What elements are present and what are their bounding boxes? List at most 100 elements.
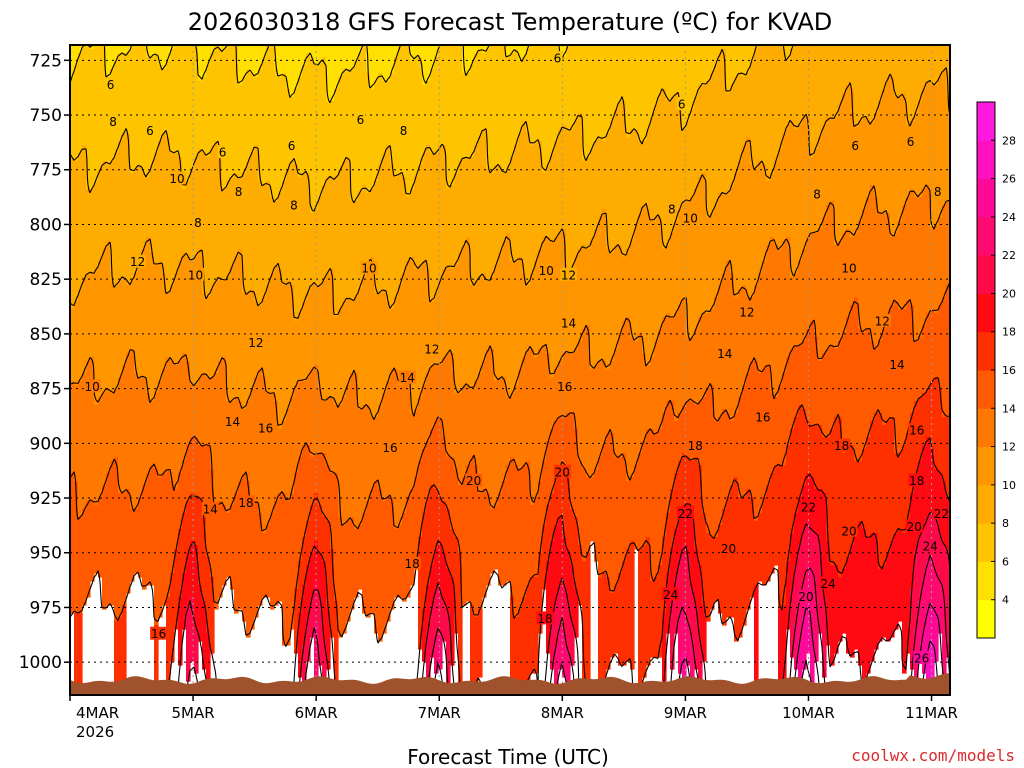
color-band-cell [474, 145, 479, 282]
contour-label: 14 [717, 347, 732, 361]
color-band-cell [410, 61, 415, 190]
color-band-cell [366, 73, 371, 194]
color-band-cell [846, 45, 851, 86]
color-band-cell [410, 413, 415, 490]
color-band-cell [374, 81, 379, 182]
color-band-cell [430, 605, 435, 658]
color-band-cell [326, 177, 331, 274]
color-band-cell [946, 497, 950, 554]
color-band-cell [302, 65, 307, 174]
color-band-cell [366, 501, 371, 618]
color-band-cell [638, 453, 643, 550]
color-band-cell [242, 77, 247, 174]
color-band-cell [690, 197, 695, 338]
color-band-cell [618, 45, 623, 102]
color-band-cell [822, 217, 827, 354]
color-band-cell [366, 193, 371, 266]
color-band-cell [650, 221, 655, 358]
color-band-cell [602, 45, 607, 142]
x-tick-label: 6MAR [295, 704, 338, 722]
credit-text[interactable]: coolwx.com/models [851, 746, 1015, 765]
color-band-cell [218, 277, 223, 362]
color-band-cell [282, 181, 287, 286]
colorbar-swatch [977, 140, 995, 180]
color-band-cell [74, 301, 79, 386]
color-band-cell [802, 617, 807, 670]
color-band-cell [854, 125, 859, 234]
color-band-cell [298, 381, 303, 458]
color-band-cell [634, 45, 639, 130]
color-band-cell [670, 233, 675, 318]
color-band-cell [434, 57, 439, 154]
color-band-cell [642, 545, 647, 678]
color-band-cell [674, 473, 679, 530]
color-band-cell [726, 193, 731, 262]
color-band-cell [190, 437, 195, 494]
color-band-cell [70, 381, 75, 474]
color-band-cell [426, 497, 431, 586]
contour-label-bg [905, 134, 916, 148]
color-band-cell [110, 393, 115, 462]
color-band-cell [190, 261, 195, 386]
color-band-cell [466, 237, 471, 386]
color-band-cell [318, 197, 323, 286]
color-band-cell [74, 613, 79, 694]
color-band-cell [106, 165, 111, 242]
color-band-cell [550, 493, 555, 542]
color-band-cell [382, 81, 387, 154]
color-band-cell [578, 341, 583, 462]
contour-label-bg [83, 379, 101, 393]
y-tick-label: 825 [30, 270, 62, 290]
color-band-cell [278, 77, 283, 194]
color-band-cell [942, 597, 947, 682]
color-band-cell [658, 429, 663, 566]
color-band-cell [166, 137, 171, 294]
color-band-cell [554, 477, 559, 526]
color-band-cell [554, 645, 559, 694]
color-band-cell [490, 277, 495, 350]
colorbar-swatch [977, 446, 995, 486]
color-band-cell [394, 57, 399, 178]
color-band-cell [786, 125, 791, 238]
color-band-cell [854, 45, 859, 126]
color-band-cell [738, 397, 743, 498]
color-band-cell [482, 129, 487, 274]
color-band-cell [146, 57, 151, 178]
color-band-cell [346, 297, 351, 386]
color-band-cell [574, 121, 579, 258]
color-band-cell [330, 269, 335, 398]
color-band-cell [598, 577, 603, 694]
contour-label: 10 [188, 268, 203, 282]
color-band-cell [830, 117, 835, 202]
color-band-cell [174, 549, 179, 630]
contour-label: 16 [909, 424, 924, 438]
color-band-cell [778, 249, 783, 386]
color-band-cell [674, 529, 679, 578]
color-band-cell [582, 561, 587, 682]
contour-label-bg [360, 261, 378, 275]
color-band-cell [330, 473, 335, 550]
color-band-cell [546, 353, 551, 442]
color-band-cell [502, 173, 507, 242]
color-band-cell [810, 233, 815, 322]
color-band-cell [902, 205, 907, 310]
color-band-cell [174, 365, 179, 490]
color-band-cell [738, 45, 743, 74]
color-band-cell [406, 377, 411, 498]
color-band-cell [250, 73, 255, 154]
color-band-cell [682, 505, 687, 546]
color-band-cell [654, 433, 659, 578]
color-band-cell [186, 361, 191, 446]
color-band-cell [794, 417, 799, 514]
color-band-cell [214, 141, 219, 282]
color-band-cell [546, 165, 551, 238]
color-band-cell [562, 465, 567, 538]
color-band-cell [430, 485, 435, 566]
color-band-cell [454, 265, 459, 394]
color-band-cell [150, 401, 155, 466]
contour-line-18 [74, 437, 950, 695]
color-band-cell [98, 45, 103, 170]
color-band-cell [898, 309, 903, 454]
color-band-cell [730, 85, 735, 186]
color-band-cell [218, 157, 223, 278]
